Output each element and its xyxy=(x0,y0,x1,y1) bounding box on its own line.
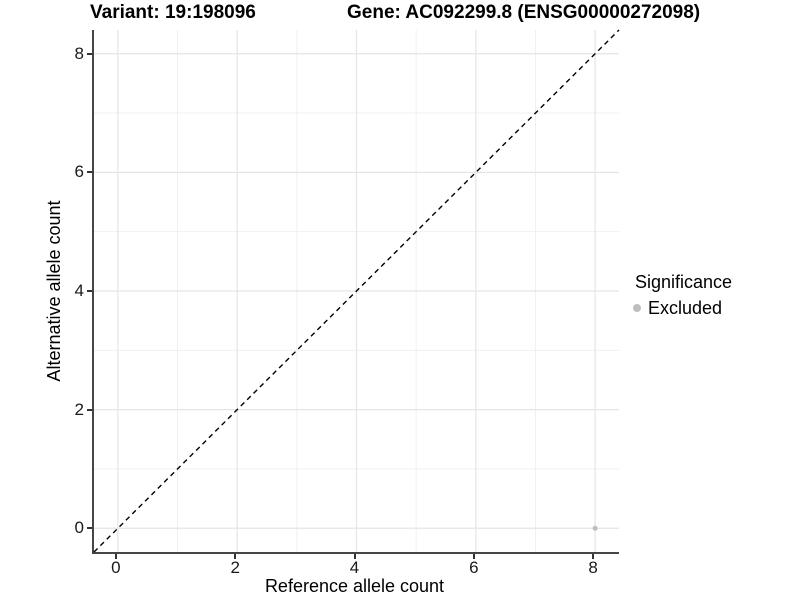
y-tick-label: 4 xyxy=(74,281,84,300)
x-tick-label: 4 xyxy=(349,558,360,577)
x-tick-label: 2 xyxy=(230,558,240,577)
x-axis-title: Reference allele count xyxy=(264,576,445,596)
identity-reference-line xyxy=(93,29,620,553)
legend-title: Significance xyxy=(635,272,733,292)
data-point xyxy=(592,525,598,531)
legend-point-icon xyxy=(633,304,641,312)
y-axis-tick xyxy=(87,171,92,174)
plot-title-gene: Gene: AC092299.8 (ENSG00000272098) xyxy=(347,2,701,23)
y-tick-label: 2 xyxy=(74,399,84,419)
y-tick-label: 0 xyxy=(74,518,84,538)
plot-title-variant: Variant: 19:198096 xyxy=(90,2,256,23)
legend: Significance Excluded xyxy=(633,271,733,319)
x-axis-tick xyxy=(234,554,237,559)
plot-panel xyxy=(92,29,620,554)
y-axis-tick xyxy=(87,408,92,411)
x-tick-label: 8 xyxy=(588,558,598,577)
x-tick-label: 0 xyxy=(111,558,121,577)
y-axis-tick xyxy=(87,527,92,530)
x-axis-tick xyxy=(353,554,356,559)
x-axis-tick xyxy=(114,554,117,559)
x-axis-tick xyxy=(592,554,595,559)
y-axis-tick xyxy=(87,290,92,292)
legend-item-label: Excluded xyxy=(648,298,723,318)
x-tick-label: 6 xyxy=(469,558,479,577)
plot-svg xyxy=(93,29,620,553)
x-axis-tick xyxy=(472,554,475,559)
legend-item-excluded: Excluded xyxy=(633,297,732,319)
y-tick-label: 6 xyxy=(74,162,84,182)
y-axis-tick xyxy=(87,52,92,55)
y-tick-label: 8 xyxy=(74,43,84,63)
